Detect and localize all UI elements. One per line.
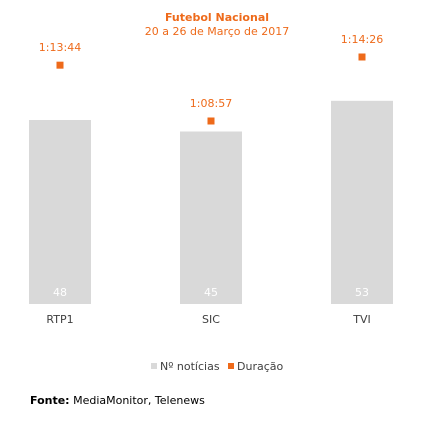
bar-sic <box>180 131 242 304</box>
duration-marker-sic <box>207 117 215 125</box>
duration-label: 1:08:57 <box>190 97 232 110</box>
legend-swatch-noticias <box>151 363 157 369</box>
legend-swatch-duracao <box>228 363 234 369</box>
source-label: Fonte: <box>30 394 70 407</box>
source-text: MediaMonitor, Telenews <box>73 394 205 407</box>
duration-label: 1:13:44 <box>39 41 81 54</box>
bar-value-label: 48 <box>53 286 67 299</box>
duration-marker-rtp1 <box>56 61 64 69</box>
category-label: TVI <box>352 313 371 326</box>
duration-label: 1:14:26 <box>341 33 383 46</box>
bar-tvi <box>331 100 393 304</box>
chart-title: Futebol Nacional <box>165 11 269 24</box>
legend: Nº notícias Duração <box>151 360 283 373</box>
source-note: Fonte: MediaMonitor, Telenews <box>30 394 205 407</box>
chart-subtitle: 20 a 26 de Março de 2017 <box>145 25 290 38</box>
category-label: SIC <box>202 313 220 326</box>
bar-value-label: 45 <box>204 286 218 299</box>
legend-label-duracao: Duração <box>237 360 283 373</box>
bar-rtp1 <box>29 120 91 304</box>
category-label: RTP1 <box>46 313 73 326</box>
bar-value-label: 53 <box>355 286 369 299</box>
duration-marker-tvi <box>358 53 366 61</box>
legend-label-noticias: Nº notícias <box>160 360 220 373</box>
bars-group: 48 1:13:44 RTP1 45 1:08:57 SIC 53 1:14:26 TVI <box>29 33 393 326</box>
